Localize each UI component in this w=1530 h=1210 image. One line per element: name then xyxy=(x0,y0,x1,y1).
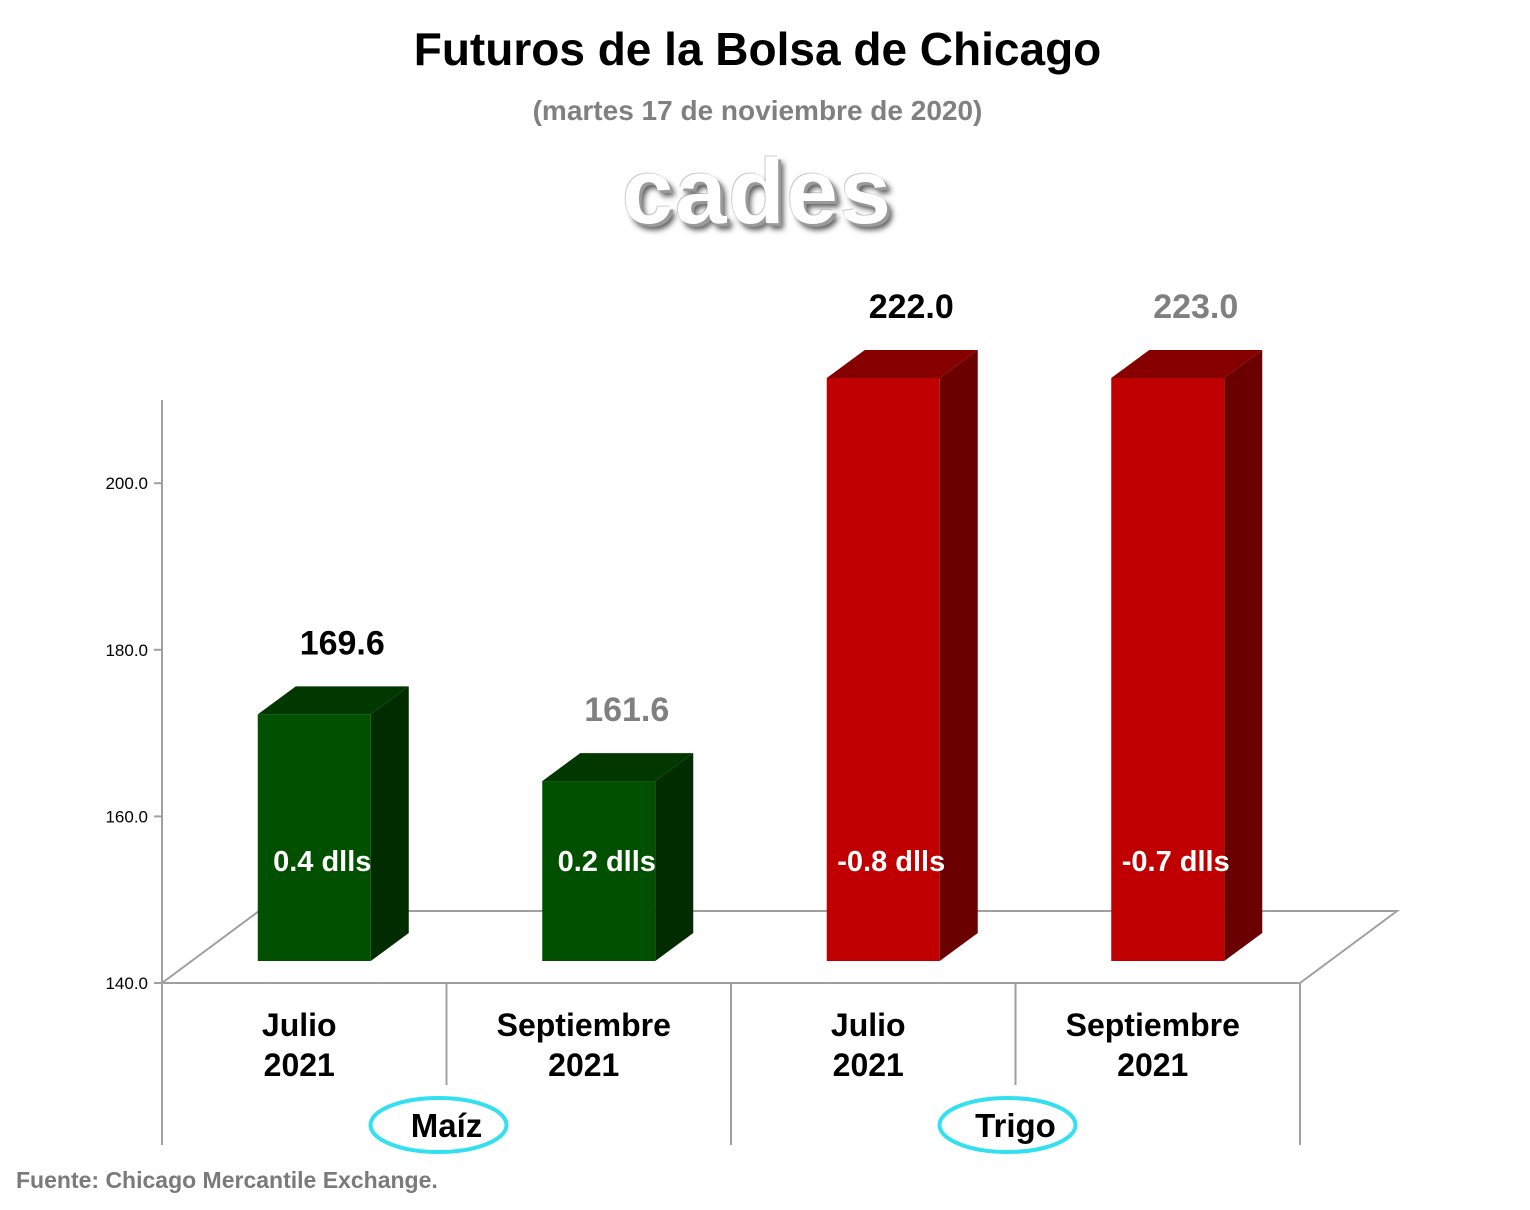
bar-side xyxy=(1224,350,1263,961)
bar-value-label: 222.0 xyxy=(869,288,954,326)
chart-floor xyxy=(158,910,1401,984)
bar-top xyxy=(826,350,978,378)
y-tick-label: 200.0 xyxy=(105,474,148,493)
bar-side xyxy=(939,350,978,961)
bar-change-label: 0.4 dlls xyxy=(273,846,371,878)
bar-change-label: -0.7 dlls xyxy=(1122,846,1230,878)
chart-title: Futuros de la Bolsa de Chicago xyxy=(413,23,1102,75)
category-label: 2021 xyxy=(548,1047,619,1083)
bar-change-label: 0.2 dlls xyxy=(558,846,656,878)
group-ellipse xyxy=(937,1096,1078,1154)
chart-bars xyxy=(257,350,1263,961)
category-label: Septiembre xyxy=(497,1007,671,1043)
category-label: Septiembre xyxy=(1066,1007,1240,1043)
bar-front xyxy=(826,378,940,961)
cades-logo: cades xyxy=(622,141,893,243)
y-tick-label: 140.0 xyxy=(105,974,148,993)
category-label: 2021 xyxy=(1117,1047,1188,1083)
chart-labels: 0.4 dlls 169.6 Julio 2021 0.2 dlls 161.6 Septi… xyxy=(262,288,1240,1154)
bar-front xyxy=(542,781,656,961)
bar-side xyxy=(655,753,694,961)
category-label: 2021 xyxy=(833,1047,904,1083)
chart-axes: 140.0 160.0 180.0 200.0 xyxy=(105,400,1401,1145)
bar-change-label: -0.8 dlls xyxy=(837,846,945,878)
category-label: Julio xyxy=(831,1007,906,1043)
group-label: Maíz xyxy=(411,1107,483,1144)
group-label: Trigo xyxy=(975,1107,1056,1144)
bar-value-label: 161.6 xyxy=(584,691,669,729)
y-tick-label: 180.0 xyxy=(105,641,148,660)
bar-top xyxy=(542,753,694,782)
chart-subtitle: (martes 17 de noviembre de 2020) xyxy=(532,95,983,126)
bar-top xyxy=(257,686,409,715)
bar-value-label: 223.0 xyxy=(1153,288,1238,326)
category-label: Julio xyxy=(262,1007,337,1043)
bar-top xyxy=(1111,350,1263,378)
source-note: Fuente: Chicago Mercantile Exchange. xyxy=(16,1167,438,1193)
bar-front xyxy=(1111,378,1225,961)
group-ellipse xyxy=(368,1096,509,1154)
y-tick-label: 160.0 xyxy=(105,807,148,826)
bar-front xyxy=(257,714,371,961)
category-label: 2021 xyxy=(264,1047,335,1083)
bar-value-label: 169.6 xyxy=(300,624,385,662)
bar-side xyxy=(370,686,409,961)
